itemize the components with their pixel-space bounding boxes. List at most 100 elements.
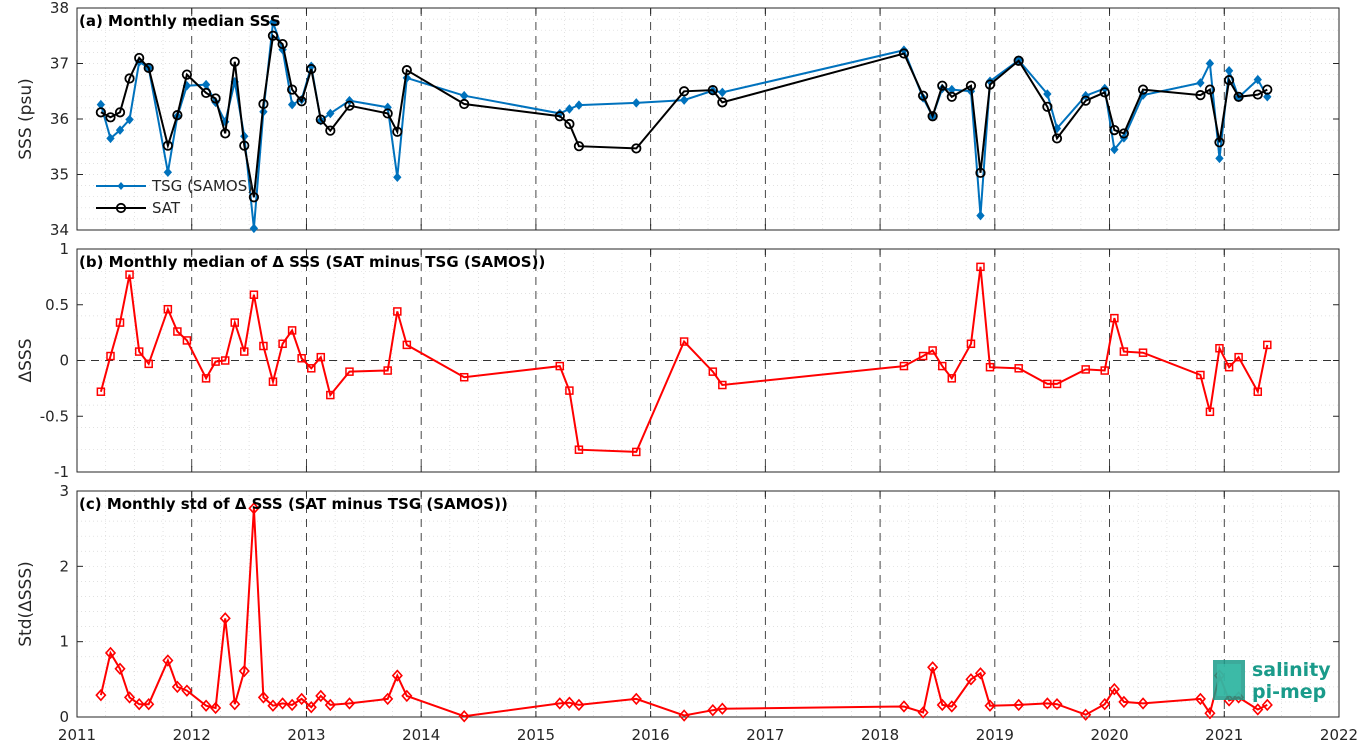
data-point bbox=[1233, 91, 1244, 102]
data-point bbox=[707, 85, 718, 96]
data-point bbox=[1263, 92, 1272, 102]
data-point bbox=[248, 192, 260, 203]
data-point bbox=[307, 364, 316, 373]
y-tick-label: 0.5 bbox=[45, 296, 69, 314]
data-point bbox=[984, 79, 996, 90]
data-point bbox=[306, 63, 317, 75]
y-tick-label: 2 bbox=[59, 557, 69, 575]
data-point bbox=[555, 361, 565, 371]
y-tick-label: 35 bbox=[50, 166, 69, 184]
y-tick-label: 36 bbox=[50, 110, 69, 128]
data-point bbox=[1196, 78, 1205, 88]
data-point bbox=[104, 646, 117, 660]
legend-marker bbox=[117, 182, 125, 190]
data-point bbox=[1214, 137, 1225, 148]
data-point bbox=[707, 704, 719, 717]
data-point bbox=[974, 667, 987, 680]
data-point bbox=[162, 140, 173, 151]
data-point bbox=[181, 69, 193, 80]
data-point bbox=[182, 336, 192, 345]
data-point bbox=[717, 97, 728, 108]
legend-label: SAT bbox=[152, 199, 181, 217]
data-point bbox=[106, 351, 115, 361]
data-point bbox=[573, 698, 585, 712]
legend: TSG (SAMOS) SAT bbox=[96, 177, 253, 217]
grid bbox=[77, 491, 1339, 717]
x-tick-label: 2012 bbox=[173, 726, 211, 744]
data-point bbox=[1234, 352, 1243, 362]
data-point bbox=[248, 502, 260, 515]
data-point bbox=[927, 111, 938, 122]
data-point bbox=[1215, 153, 1224, 164]
data-point bbox=[564, 118, 575, 130]
salinity-pi-mep-logo: salinity pi-mep bbox=[1213, 659, 1331, 703]
series-delta bbox=[96, 262, 1272, 457]
data-point bbox=[1224, 362, 1234, 372]
grid bbox=[77, 8, 1339, 230]
data-point bbox=[1043, 379, 1052, 389]
logo-line-2: pi-mep bbox=[1252, 681, 1326, 703]
data-point bbox=[927, 661, 939, 674]
data-point bbox=[249, 223, 259, 234]
data-point bbox=[210, 93, 221, 104]
data-point bbox=[630, 692, 642, 706]
data-point bbox=[344, 100, 355, 111]
data-point bbox=[936, 698, 948, 712]
data-point bbox=[1110, 144, 1119, 155]
data-point bbox=[200, 699, 212, 712]
x-tick-labels: 2011 2012 2013 2014 2015 2016 2017 2018 2019 2020… bbox=[58, 726, 1358, 744]
data-point bbox=[458, 710, 470, 723]
data-point bbox=[230, 318, 239, 327]
logo-icon bbox=[1213, 660, 1245, 700]
data-point bbox=[201, 374, 211, 383]
data-point bbox=[277, 697, 289, 710]
data-point bbox=[267, 699, 279, 712]
data-point bbox=[305, 701, 317, 714]
data-point bbox=[947, 374, 957, 383]
data-point bbox=[1223, 75, 1235, 86]
data-point bbox=[315, 114, 326, 125]
panel-title: (b) Monthly median of Δ SSS (SAT minus T… bbox=[79, 253, 545, 271]
data-point bbox=[181, 684, 193, 697]
data-point bbox=[296, 692, 308, 706]
data-point bbox=[976, 262, 985, 272]
data-point bbox=[1252, 703, 1264, 716]
x-tick-label: 2022 bbox=[1320, 726, 1358, 744]
data-point bbox=[133, 697, 145, 711]
data-point bbox=[1205, 58, 1215, 69]
data-point bbox=[1099, 87, 1110, 98]
data-point bbox=[1119, 347, 1129, 356]
data-point bbox=[946, 91, 957, 102]
data-point bbox=[708, 367, 718, 376]
data-point bbox=[392, 126, 403, 137]
data-point bbox=[937, 80, 948, 91]
x-tick-label: 2016 bbox=[632, 726, 670, 744]
data-point bbox=[928, 346, 937, 355]
x-tick-label: 2019 bbox=[976, 726, 1014, 744]
data-point bbox=[632, 98, 641, 108]
panel-c-std-delta-sss: 0 1 2 3 Std(ΔSSS) (c) Monthly std of Δ SSS (S… bbox=[16, 482, 1340, 726]
data-point bbox=[171, 680, 183, 694]
y-tick-label: 38 bbox=[50, 0, 69, 17]
data-point bbox=[134, 347, 144, 356]
panel-a-sss: 34 35 36 37 38 SSS (psu) (a) Monthly median SS… bbox=[16, 0, 1340, 239]
series-sat bbox=[95, 30, 1273, 203]
data-point bbox=[383, 366, 392, 375]
data-point bbox=[947, 84, 956, 95]
data-point bbox=[277, 38, 288, 50]
data-point bbox=[679, 337, 689, 346]
data-point bbox=[918, 90, 929, 101]
data-point bbox=[229, 56, 240, 67]
y-tick-label: -0.5 bbox=[40, 407, 69, 425]
data-point bbox=[401, 689, 413, 703]
data-point bbox=[554, 697, 566, 710]
data-point bbox=[1080, 95, 1091, 106]
data-point bbox=[1253, 74, 1262, 85]
x-tick-label: 2011 bbox=[58, 726, 96, 744]
data-point bbox=[565, 104, 574, 114]
y-axis-label: ΔSSS bbox=[16, 338, 36, 382]
data-point bbox=[716, 702, 728, 715]
data-point bbox=[946, 700, 958, 713]
data-point bbox=[134, 52, 145, 64]
data-point bbox=[1205, 407, 1215, 417]
